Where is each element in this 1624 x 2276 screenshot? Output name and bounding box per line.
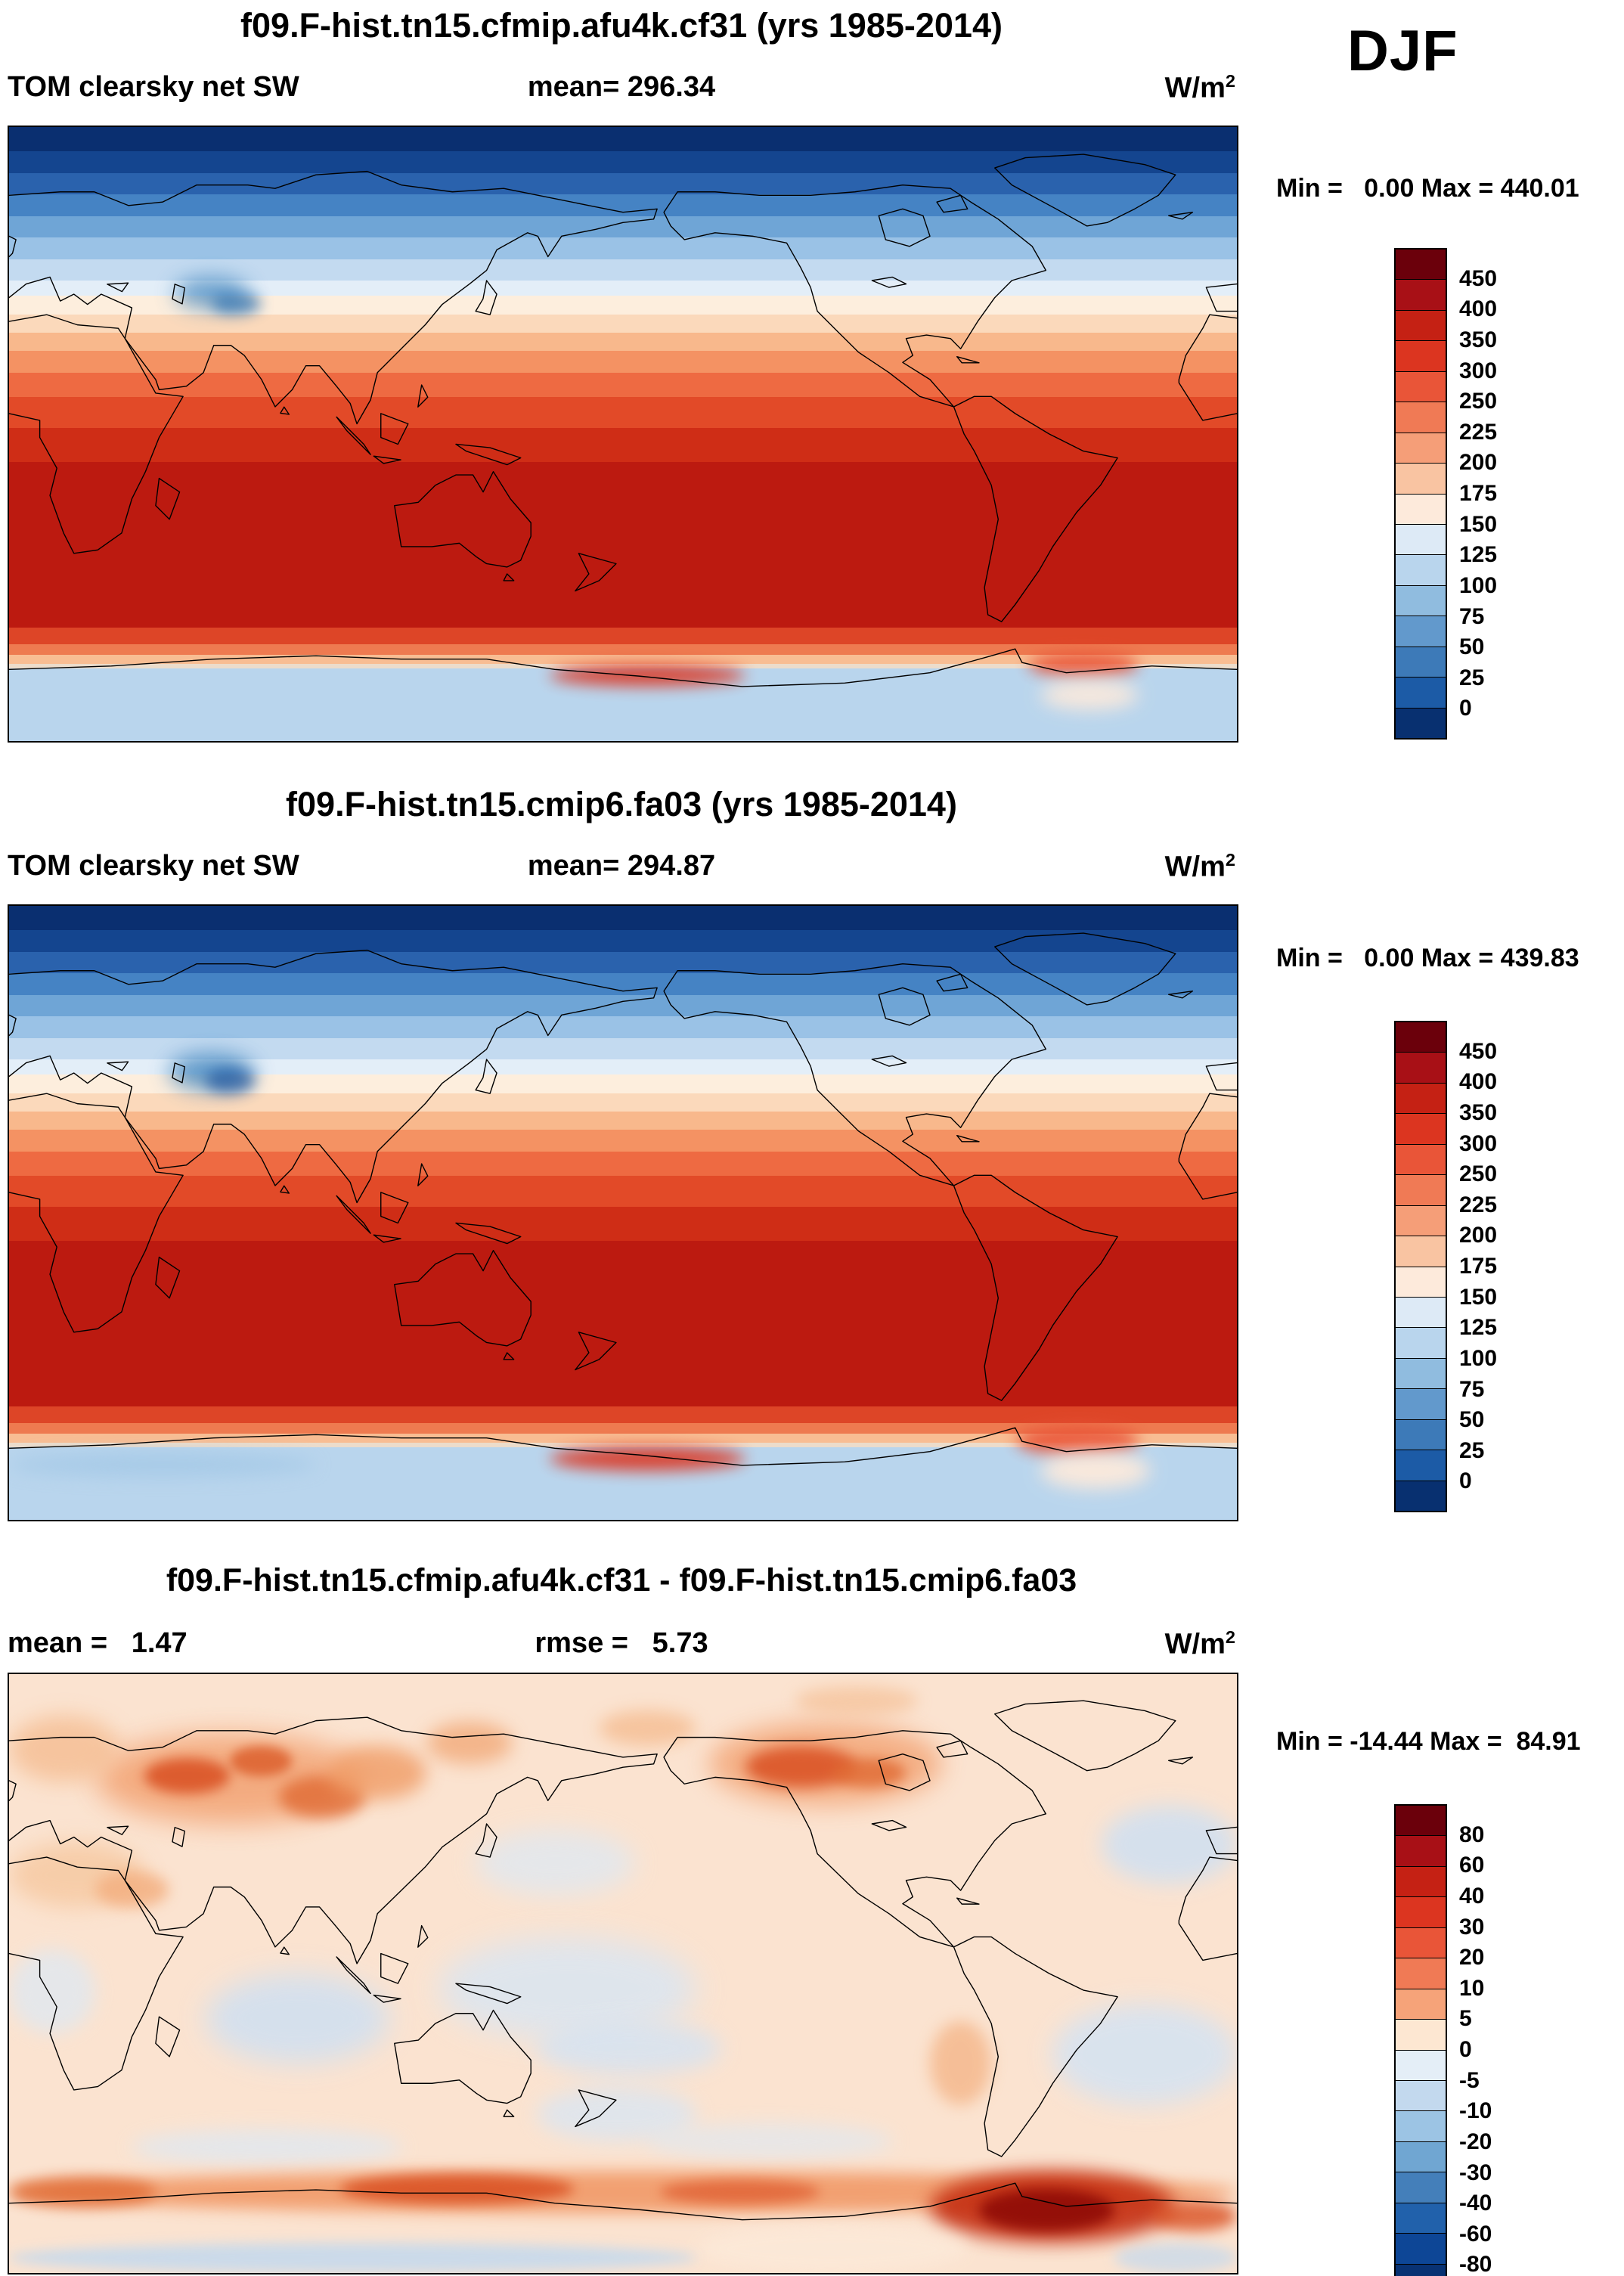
coastline-overlay [9, 153, 1237, 688]
colorbar-cells [1394, 1021, 1447, 1512]
units-base: W/m [1164, 851, 1226, 883]
map-anomaly-features [9, 906, 1237, 1520]
units-label: W/m2 [1165, 1627, 1235, 1661]
colorbar: 80 60 40 30 20 10 5 0 -5 -10 -20 -30 -40 -60 -80 [1394, 1804, 1492, 2276]
stats-row: TOM clearsky net SW mean= 296.34 W/m2 [8, 71, 1235, 106]
panel-title: f09.F-hist.tn15.cfmip.afu4k.cf31 - f09.F… [166, 1562, 1077, 1598]
mean-label: mean = 1.47 [8, 1627, 188, 1659]
colorbar-labels: 450 400 350 300 250 225 200 175 150 125 100 75 50 25 0 [1459, 1038, 1498, 1494]
mean-label: mean= 296.34 [527, 71, 716, 103]
world-map [8, 126, 1238, 743]
map-anomaly-features [9, 1674, 1237, 2273]
minmax-label: Min = -14.44 Max = 84.91 [1276, 1727, 1581, 1756]
world-map [8, 904, 1238, 1521]
units-base: W/m [1164, 72, 1226, 104]
rmse-label: rmse = 5.73 [535, 1627, 708, 1659]
minmax-label: Min = 0.00 Max = 439.83 [1276, 944, 1579, 972]
units-base: W/m [1164, 1628, 1226, 1660]
colorbar: 450 400 350 300 250 225 200 175 150 125 100 75 50 25 0 [1394, 248, 1497, 740]
units-exponent: 2 [1225, 850, 1235, 870]
world-map [8, 1673, 1238, 2274]
stats-row: mean = 1.47 rmse = 5.73 W/m2 [8, 1627, 1235, 1662]
stats-row: TOM clearsky net SW mean= 294.87 W/m2 [8, 850, 1235, 885]
panel-difference: f09.F-hist.tn15.cfmip.afu4k.cf31 - f09.F… [0, 1556, 1624, 2276]
units-label: W/m2 [1165, 71, 1235, 105]
panel-case2: f09.F-hist.tn15.cmip6.fa03 (yrs 1985-201… [0, 779, 1624, 1556]
coastline-overlay [9, 1700, 1237, 2221]
variable-label: TOM clearsky net SW [8, 850, 299, 882]
panel-case1: f09.F-hist.tn15.cfmip.afu4k.cf31 (yrs 19… [0, 0, 1624, 779]
minmax-label: Min = 0.00 Max = 440.01 [1276, 174, 1579, 203]
units-label: W/m2 [1165, 850, 1235, 884]
map-anomaly-features [9, 127, 1237, 741]
panel-title: f09.F-hist.tn15.cfmip.afu4k.cf31 (yrs 19… [240, 6, 1003, 45]
colorbar-labels: 80 60 40 30 20 10 5 0 -5 -10 -20 -30 -40 -60 -80 [1459, 1822, 1492, 2276]
season-label: DJF [1347, 19, 1458, 83]
units-exponent: 2 [1225, 71, 1235, 91]
colorbar-cells [1394, 1804, 1447, 2276]
panel-title: f09.F-hist.tn15.cmip6.fa03 (yrs 1985-201… [286, 785, 957, 823]
variable-label: TOM clearsky net SW [8, 71, 299, 103]
map-fill-bands [9, 906, 1237, 1520]
coastline-overlay [9, 932, 1237, 1467]
units-exponent: 2 [1225, 1627, 1235, 1647]
colorbar: 450 400 350 300 250 225 200 175 150 125 100 75 50 25 0 [1394, 1021, 1497, 1512]
mean-label: mean= 294.87 [527, 850, 716, 882]
colorbar-labels: 450 400 350 300 250 225 200 175 150 125 100 75 50 25 0 [1459, 265, 1498, 721]
colorbar-cells [1394, 248, 1447, 740]
